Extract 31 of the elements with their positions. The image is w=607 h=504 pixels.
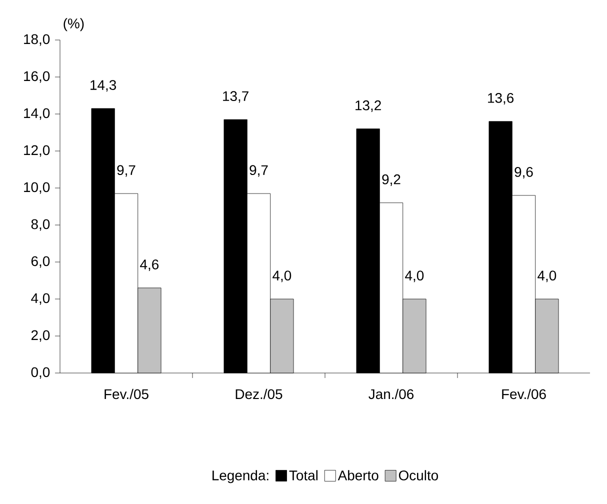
x-tick-label: Jan./06 bbox=[368, 388, 414, 400]
data-label: 9,7 bbox=[117, 165, 136, 177]
data-label: 4,6 bbox=[140, 260, 159, 272]
data-label: 13,2 bbox=[356, 100, 381, 112]
y-tick-label: 14,0 bbox=[24, 108, 50, 120]
y-tick-label: 10,0 bbox=[24, 182, 50, 194]
data-label: 4,0 bbox=[272, 270, 292, 282]
data-label: 13,7 bbox=[223, 91, 248, 103]
y-tick-label: 18,0 bbox=[24, 34, 50, 46]
y-tick-label: 0,0 bbox=[31, 367, 50, 379]
data-label: 9,2 bbox=[382, 174, 400, 186]
data-label: 4,0 bbox=[405, 270, 424, 282]
data-label: 14,3 bbox=[90, 80, 116, 92]
data-label: 9,6 bbox=[514, 167, 533, 179]
legend-label: Total bbox=[289, 470, 318, 480]
y-tick-label: 4,0 bbox=[31, 293, 50, 305]
y-tick-label: 16,0 bbox=[24, 71, 50, 83]
x-tick-label: Dez./05 bbox=[236, 388, 282, 400]
legend-label: Oculto bbox=[398, 470, 438, 480]
y-tick-label: 6,0 bbox=[31, 256, 50, 268]
legend-label: Aberto bbox=[338, 470, 378, 480]
data-label: 13,6 bbox=[488, 93, 514, 105]
y-tick-label: 8,0 bbox=[31, 219, 50, 231]
y-tick-label: 2,0 bbox=[31, 330, 50, 342]
y-axis-title: (%) bbox=[64, 18, 84, 32]
x-tick-label: Fev./06 bbox=[502, 388, 546, 400]
y-tick-label: 12,0 bbox=[24, 145, 50, 157]
x-tick-label: Fev./05 bbox=[104, 388, 148, 400]
data-label: 9,7 bbox=[250, 165, 268, 177]
legend-title: Legenda: bbox=[212, 470, 268, 484]
data-label: 4,0 bbox=[538, 270, 556, 282]
